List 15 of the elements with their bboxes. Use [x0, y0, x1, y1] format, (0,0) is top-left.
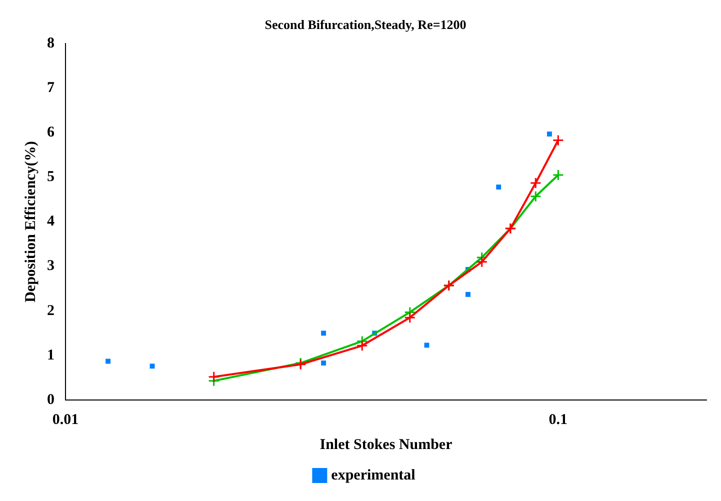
y-tick-label: 0 — [47, 392, 54, 408]
legend-label: experimental — [331, 467, 416, 484]
chart-title: Second Bifurcation,Steady, Re=1200 — [264, 17, 466, 32]
y-tick-label: 3 — [47, 258, 54, 274]
x-tick-label: 0.01 — [52, 412, 79, 428]
x-axis-title: Inlet Stokes Number — [320, 436, 453, 453]
y-tick-label: 5 — [47, 169, 54, 186]
y-tick-label: 2 — [47, 302, 54, 319]
y-tick-label: 1 — [47, 347, 54, 364]
y-tick-label: 6 — [47, 124, 55, 141]
y-tick-label: 8 — [47, 35, 54, 52]
y-tick-label: 7 — [47, 80, 55, 96]
y-axis-title: Deposition Efficiency(%) — [22, 141, 39, 302]
y-tick-label: 4 — [47, 214, 55, 230]
x-tick-label: 0.1 — [548, 412, 568, 428]
